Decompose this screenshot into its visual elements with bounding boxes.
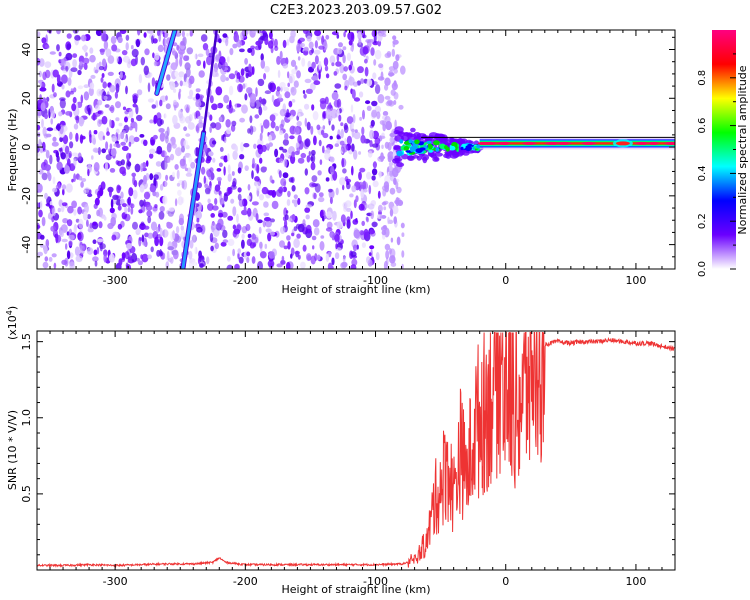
snr-line <box>37 332 675 569</box>
snr-x-tick-label: 100 <box>625 575 646 588</box>
spectrogram-y-label: Frequency (Hz) <box>6 109 19 192</box>
spectrogram-y-tick-label: 20 <box>20 91 33 105</box>
snr-panel: -300 -200 -100 0 100 0.5 1.0 1.5 Height of stra… <box>5 306 676 596</box>
spectrogram-image <box>37 30 675 269</box>
spectrogram-y-tick-label: -40 <box>20 236 33 254</box>
snr-y-scale: (x104) <box>5 306 19 340</box>
snr-x-tick-label: -100 <box>363 575 388 588</box>
spectrogram-y-tick-label: -20 <box>20 187 33 205</box>
carrier-turbulent <box>392 126 484 167</box>
spectrogram-x-label: Height of straight line (km) <box>281 283 430 296</box>
colorbar-ticks: 0.0 0.2 0.4 0.6 0.8 <box>697 53 736 277</box>
colorbar: 0.0 0.2 0.4 0.6 0.8 Normalized spectral ampl… <box>697 30 749 277</box>
figure-title: C2E3.2023.203.09.57.G02 <box>270 3 442 18</box>
spectrogram-x-tick-label: -300 <box>103 274 128 287</box>
spectrogram-x-tick-label: -100 <box>363 274 388 287</box>
snr-series-line <box>37 332 675 569</box>
streak-upper <box>155 30 177 95</box>
snr-y-tick-label: 0.5 <box>20 485 33 503</box>
snr-x-label: Height of straight line (km) <box>281 583 430 596</box>
snr-y-tick-label: 1.5 <box>20 333 33 351</box>
spectrogram-frame <box>36 29 676 270</box>
spectrogram-y-tick-label: 40 <box>20 43 33 57</box>
snr-y-tick-label: 1.0 <box>20 409 33 427</box>
noise-gap <box>164 30 196 269</box>
carrier-steady <box>421 136 675 150</box>
spectrogram-x-tick-label: 0 <box>502 274 509 287</box>
snr-x-tick-label: -300 <box>103 575 128 588</box>
spectrogram-x-tick-label: 100 <box>625 274 646 287</box>
snr-x-tick-label: 0 <box>502 575 509 588</box>
snr-x-tick-label: -200 <box>233 575 258 588</box>
colorbar-tick-label: 0.4 <box>697 165 708 181</box>
streak-lower <box>181 130 206 269</box>
streak-faint <box>202 30 218 133</box>
spectrogram-x-tick-label: -200 <box>233 274 258 287</box>
colorbar-tick-label: 0.6 <box>697 118 708 134</box>
snr-axes: -300 -200 -100 0 100 0.5 1.0 1.5 <box>20 331 676 588</box>
colorbar-tick-label: 0.0 <box>697 261 708 277</box>
snr-y-label: SNR (10 * V/V) <box>6 410 19 490</box>
spectrogram-y-tick-label: 0 <box>20 144 33 151</box>
colorbar-label: Normalized spectral amplitude <box>736 65 749 234</box>
noise-field <box>37 30 406 269</box>
colorbar-tick-label: 0.8 <box>697 70 708 86</box>
snr-frame <box>36 330 676 571</box>
colorbar-gradient <box>712 30 736 269</box>
colorbar-tick-label: 0.2 <box>697 213 708 229</box>
